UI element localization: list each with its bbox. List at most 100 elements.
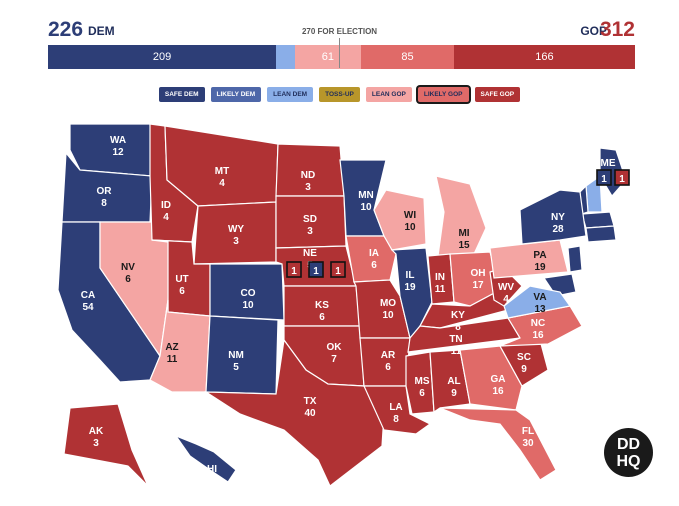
state-va[interactable] <box>503 285 572 319</box>
state-abbr-label: AL <box>447 376 460 387</box>
bar-segment-likely-gop: 85 <box>361 45 454 69</box>
state-votes-label: 6 <box>319 312 325 323</box>
threshold-marker <box>339 38 340 68</box>
state-abbr-label: UT <box>175 274 188 285</box>
district-box-ne[interactable]: 1 <box>286 261 302 278</box>
state-votes-label: 16 <box>532 330 544 341</box>
bar-segment-safe-dem: 209 <box>48 45 277 69</box>
state-hi[interactable] <box>174 434 237 483</box>
state-abbr-label: WI <box>404 210 416 221</box>
state-votes-label: 6 <box>125 274 131 285</box>
logo-line-2: HQ <box>616 452 641 470</box>
state-pa[interactable] <box>489 239 569 279</box>
legend-likely-gop[interactable]: LIKELY GOP <box>417 87 469 102</box>
district-box-bg <box>286 261 302 278</box>
legend-safe-dem[interactable]: SAFE DEM <box>158 87 205 102</box>
state-votes-label: 30 <box>522 438 534 449</box>
state-abbr-label: NM <box>228 350 244 361</box>
state-votes-label: 3 <box>307 226 313 237</box>
rating-legend: SAFE DEM LIKELY DEM LEAN DEM TOSS-UP LEAN GO… <box>0 87 679 102</box>
state-wa[interactable] <box>69 123 153 177</box>
state-votes-label: 4 <box>163 212 169 223</box>
state-abbr-label: NY <box>551 212 565 223</box>
state-abbr-label: SC <box>517 352 531 363</box>
state-votes-label: 4 <box>219 178 225 189</box>
state-abbr-label: IA <box>369 248 379 259</box>
state-abbr-label: GA <box>491 374 506 385</box>
state-votes-label: 4 <box>209 476 215 487</box>
state-ny[interactable] <box>519 189 587 245</box>
bar-segment-value: 166 <box>535 51 554 63</box>
state-connecticut-rhode-island[interactable] <box>585 225 617 243</box>
state-votes-label: 3 <box>305 182 311 193</box>
state-votes-label: 17 <box>472 280 484 291</box>
district-value: 1 <box>313 266 319 277</box>
state-votes-label: 8 <box>455 322 461 333</box>
state-votes-label: 54 <box>82 302 94 313</box>
bar-segment-lean-gop: 61 <box>294 45 362 69</box>
dem-electoral-total: 226 <box>48 18 84 41</box>
state-abbr-label: FL <box>522 426 534 437</box>
state-abbr-label: MT <box>215 166 229 177</box>
legend-lean-gop[interactable]: LEAN GOP <box>365 87 412 102</box>
electoral-vote-header: 226 DEM 270 FOR ELECTION GOP 312 209 61 85… <box>0 0 679 80</box>
legend-toss-up[interactable]: TOSS-UP <box>319 87 360 102</box>
dem-party-label: DEM <box>88 24 115 38</box>
district-value: 1 <box>335 266 341 277</box>
state-votes-label: 10 <box>404 222 416 233</box>
state-abbr-label: SD <box>303 214 317 225</box>
state-abbr-label: OH <box>471 268 486 279</box>
state-ia[interactable] <box>345 235 397 283</box>
state-votes-label: 6 <box>371 260 377 271</box>
gop-electoral-total: 312 <box>599 18 635 41</box>
legend-safe-gop[interactable]: SAFE GOP <box>474 87 521 102</box>
state-abbr-label: OK <box>327 342 343 353</box>
state-votes-label: 6 <box>179 286 185 297</box>
state-votes-label: 11 <box>435 284 446 295</box>
state-ak[interactable] <box>63 403 149 487</box>
state-al[interactable] <box>429 349 471 414</box>
state-votes-label: 19 <box>404 282 416 293</box>
state-votes-label: 8 <box>101 198 107 209</box>
state-votes-label: 11 <box>451 346 462 357</box>
district-box-bg <box>596 169 612 186</box>
state-abbr-label: WY <box>228 224 244 235</box>
state-abbr-label: IN <box>435 272 445 283</box>
bar-segment-value: 61 <box>321 51 334 63</box>
state-votes-label: 3 <box>93 438 99 449</box>
state-abbr-label: ND <box>301 170 315 181</box>
district-box-ne[interactable]: 1 <box>330 261 346 278</box>
district-value: 1 <box>601 174 607 185</box>
district-box-me[interactable]: 1 <box>596 169 612 186</box>
state-abbr-label: AR <box>381 350 396 361</box>
state-abbr-label: AK <box>89 426 104 437</box>
district-box-bg <box>614 169 630 186</box>
state-abbr-label: ID <box>161 200 171 211</box>
bar-segment-value: 209 <box>152 51 172 63</box>
legend-likely-dem[interactable]: LIKELY DEM <box>210 87 262 102</box>
state-abbr-label: CA <box>81 290 95 301</box>
state-massachusetts[interactable] <box>581 211 615 229</box>
state-votes-label: 7 <box>331 354 337 365</box>
state-votes-label: 28 <box>552 224 564 235</box>
state-votes-label: 11 <box>167 354 178 365</box>
state-abbr-label: KS <box>315 300 329 311</box>
state-abbr-label: MI <box>458 228 469 239</box>
legend-lean-dem[interactable]: LEAN DEM <box>267 87 314 102</box>
state-fl[interactable] <box>439 407 557 481</box>
bar-segment-value: 85 <box>401 51 414 63</box>
ddhq-logo: DD HQ <box>604 428 653 477</box>
state-abbr-label: NE <box>303 248 317 259</box>
state-ga[interactable] <box>459 345 523 411</box>
state-new-jersey[interactable] <box>567 245 583 273</box>
state-abbr-label: HI <box>207 464 217 475</box>
state-ms[interactable] <box>405 351 435 415</box>
state-abbr-label: VA <box>533 292 546 303</box>
district-box-me[interactable]: 1 <box>614 169 630 186</box>
bar-segment-safe-gop: 166 <box>453 45 635 69</box>
state-abbr-label: KY <box>451 310 465 321</box>
district-value: 1 <box>291 266 297 277</box>
district-box-ne[interactable]: 1 <box>308 261 324 278</box>
state-votes-label: 9 <box>451 388 457 399</box>
